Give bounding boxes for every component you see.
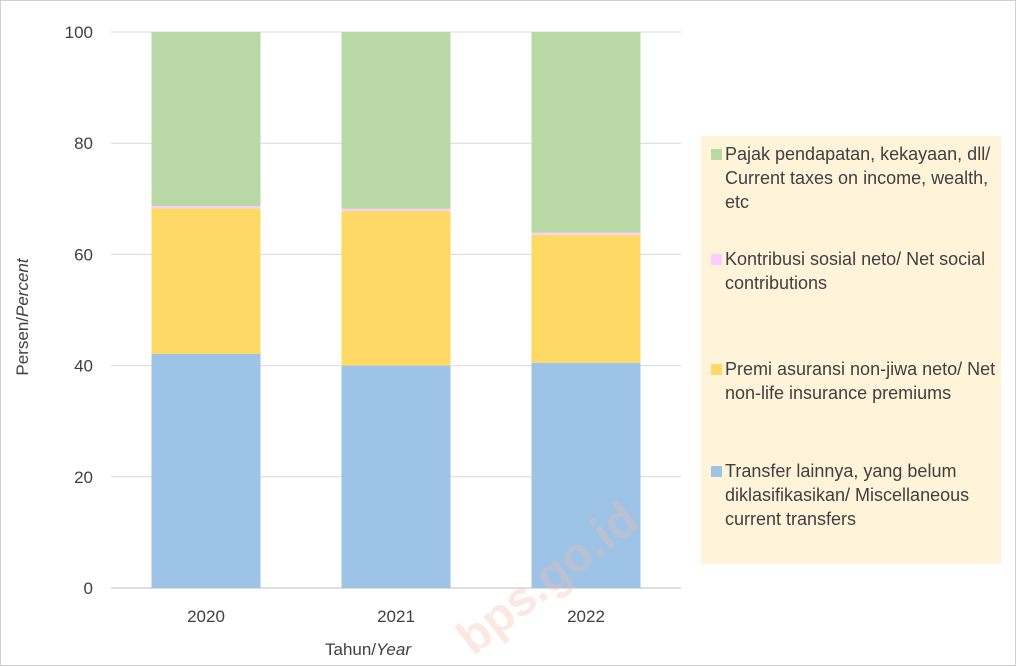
- y-tick-label: 40: [74, 357, 93, 376]
- bar-segment: [531, 362, 641, 588]
- y-tick-label: 60: [74, 245, 93, 264]
- legend: Pajak pendapatan, kekayaan, dll/ Current…: [701, 136, 1001, 564]
- x-tick-label: 2022: [567, 607, 605, 626]
- x-tick-label: 2020: [187, 607, 225, 626]
- legend-swatch: [711, 149, 722, 160]
- bar-segment: [151, 206, 261, 209]
- legend-item-misc-transfers: Transfer lainnya, yang belum diklasifika…: [711, 459, 1001, 531]
- bar-segment: [151, 32, 261, 207]
- y-tick-label: 100: [65, 23, 93, 42]
- x-axis-label: Tahun/Year: [324, 640, 412, 659]
- y-tick-label: 80: [74, 134, 93, 153]
- bar-segment: [531, 32, 641, 233]
- legend-item-social-contributions: Kontribusi sosial neto/ Net social contr…: [711, 247, 1001, 295]
- bar-segment: [151, 353, 261, 588]
- legend-label: Premi asuransi non-jiwa neto/ Net non-li…: [725, 359, 996, 403]
- legend-swatch: [711, 364, 722, 375]
- legend-label: Transfer lainnya, yang belum diklasifika…: [725, 461, 970, 529]
- legend-item-taxes: Pajak pendapatan, kekayaan, dll/ Current…: [711, 142, 1001, 214]
- bar-segment: [151, 208, 261, 354]
- bar-segment: [531, 234, 641, 363]
- legend-label: Kontribusi sosial neto/ Net social contr…: [725, 249, 986, 293]
- y-axis-label: Persen/Percent: [13, 258, 32, 376]
- bar-segment: [341, 32, 451, 209]
- y-tick-label: 0: [84, 579, 93, 598]
- legend-swatch: [711, 466, 722, 477]
- legend-label: Pajak pendapatan, kekayaan, dll/ Current…: [725, 144, 991, 212]
- legend-swatch: [711, 254, 722, 265]
- bar-segment: [531, 232, 641, 235]
- y-tick-label: 20: [74, 468, 93, 487]
- legend-item-insurance-premiums: Premi asuransi non-jiwa neto/ Net non-li…: [711, 357, 1001, 405]
- x-tick-label: 2021: [377, 607, 415, 626]
- bar-segment: [341, 208, 451, 212]
- bar-segment: [341, 365, 451, 588]
- bar-segment: [341, 211, 451, 366]
